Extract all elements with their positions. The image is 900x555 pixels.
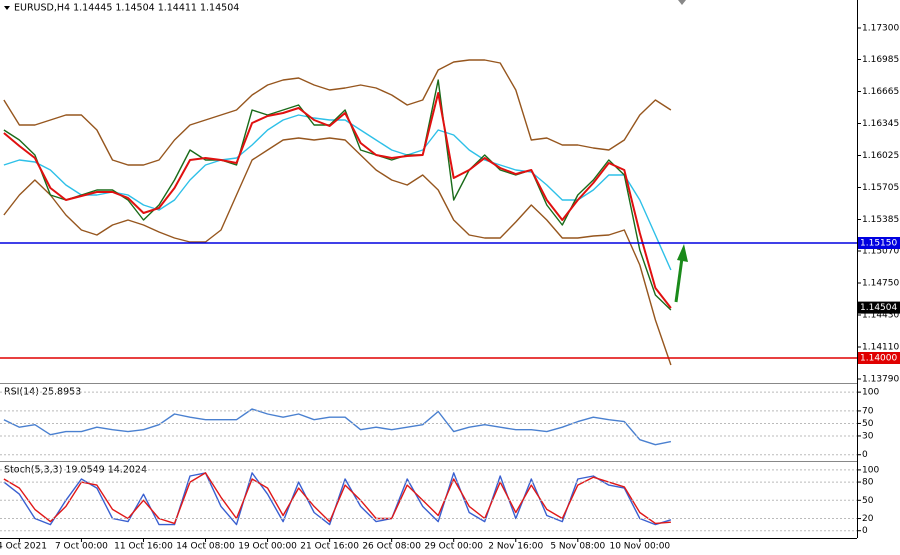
annotation-arrow [674,257,684,303]
x-tick-label: 26 Oct 08:00 [362,542,421,552]
series-line [3,137,672,366]
series-group [3,408,672,446]
x-tick-label: 21 Oct 16:00 [300,542,359,552]
shift-marker [678,0,686,5]
y-tick-label: 0 [862,450,868,460]
y-tick-label: 1.16345 [862,119,899,129]
y-tick-label: 30 [862,431,874,441]
series-line [3,92,672,309]
level-badge [858,352,900,364]
y-tick-label: 1.16025 [862,151,899,161]
panel-title: Stoch(5,3,3) 19.0549 14.2024 [4,465,147,476]
level-badge [858,237,900,249]
x-tick-label: 7 Oct 00:00 [55,542,108,552]
series-group [3,59,672,366]
x-tick-label: 5 Nov 08:00 [550,542,605,552]
y-tick-label: 1.17300 [862,24,899,34]
y-tick-label: 1.14750 [862,279,899,289]
y-tick-label: 1.16665 [862,87,899,97]
level-badge [858,301,900,314]
y-tick-label: 20 [862,514,874,524]
y-tick-label: 50 [862,496,874,506]
series-line [3,59,672,166]
y-tick-label: 1.16985 [862,55,899,65]
series-line [3,79,672,311]
series-group [3,472,672,526]
y-tick-label: 70 [862,406,874,416]
y-tick-label: 100 [862,388,879,398]
x-tick-label: 19 Oct 00:00 [238,542,297,552]
y-tick-label: 1.14430 [862,311,899,321]
level-label: 1.14504 [860,303,897,313]
series-line [3,472,671,525]
y-tick-label: 1.14110 [862,343,899,353]
y-tick-label: 1.15385 [862,215,899,225]
x-tick-label: 4 Oct 2021 [0,542,47,552]
y-tick-label: 1.15070 [862,247,899,257]
y-tick-label: 1.15705 [862,183,899,193]
panel-title: RSI(14) 25.8953 [4,387,81,398]
y-tick-label: 0 [862,526,868,536]
y-tick-label: 80 [862,478,874,488]
x-tick-label: 2 Nov 16:00 [488,542,543,552]
y-tick-label: 1.13790 [862,375,899,385]
symbol-menu [4,6,10,10]
x-tick-label: 14 Oct 08:00 [176,542,235,552]
level-label: 1.14000 [860,354,897,364]
annotation-arrowhead [677,244,688,262]
series-line [3,408,672,446]
y-tick-label: 100 [862,465,879,475]
x-tick-label: 10 Nov 00:00 [609,542,670,552]
plot-area [3,59,672,526]
y-tick-label: 50 [862,419,874,429]
level-label: 1.15150 [860,239,897,249]
panel-title: EURUSD,H4 1.14445 1.14504 1.14411 1.1450… [14,3,239,14]
x-tick-label: 11 Oct 16:00 [114,542,173,552]
x-tick-label: 29 Oct 00:00 [424,542,483,552]
